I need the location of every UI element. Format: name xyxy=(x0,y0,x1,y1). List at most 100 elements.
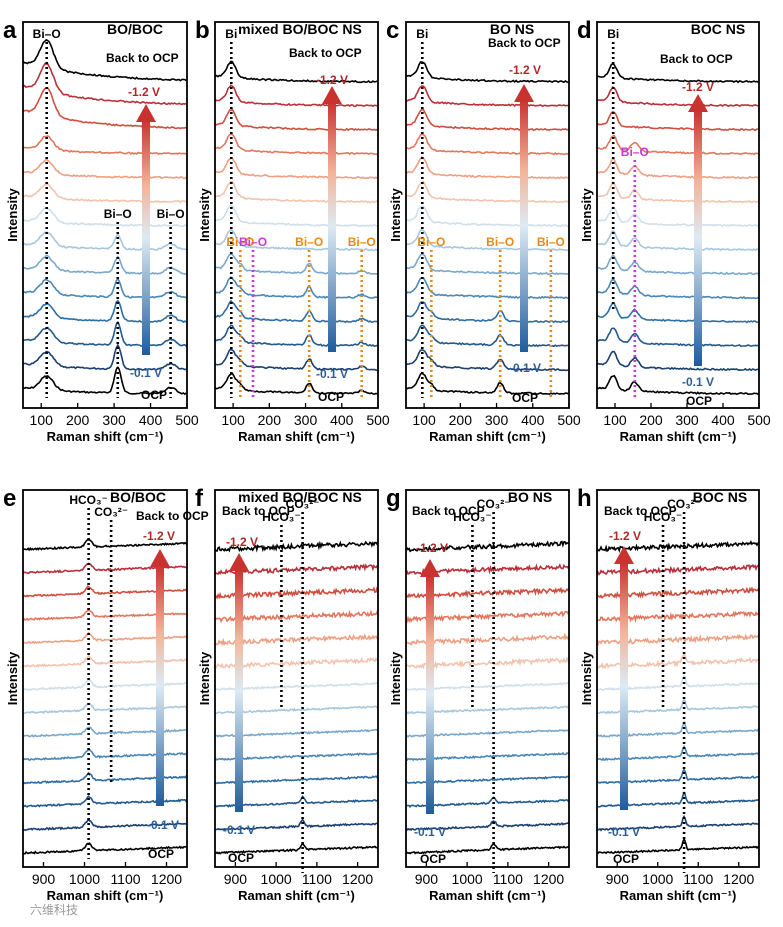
spectrum-line xyxy=(405,61,569,84)
label-ocp: OCP xyxy=(613,852,639,866)
x-tick-label: 500 xyxy=(747,412,771,428)
arrow-head xyxy=(150,549,170,567)
spectrum-line xyxy=(405,842,570,855)
x-axis-label: Raman shift (cm⁻¹) xyxy=(620,429,737,444)
peak-label: Bi–O xyxy=(226,235,254,249)
panel-d: 100 200 300 400 500 Bi Bi–O Back to OCP -1.2 V -0… xyxy=(577,17,771,444)
x-tick-label: 1100 xyxy=(302,871,332,887)
panel-letter: f xyxy=(195,485,204,512)
x-tick-label: 1000 xyxy=(261,871,292,887)
spectrum-line xyxy=(405,228,569,252)
spectrum-line xyxy=(22,299,187,324)
plot-frame xyxy=(596,489,760,868)
potential-arrow xyxy=(156,565,164,806)
x-tick-label: 400 xyxy=(139,412,163,428)
spectrum-line xyxy=(596,206,759,228)
peak-label: Bi–O xyxy=(486,235,514,249)
plot-frame xyxy=(596,21,760,409)
spectrum-line xyxy=(596,230,759,252)
label-ocp: OCP xyxy=(686,394,712,408)
y-axis-label: Intensity xyxy=(5,188,20,242)
spectrum-line xyxy=(214,372,378,396)
spectrum-line xyxy=(22,87,187,130)
y-axis-label: Intensity xyxy=(388,188,403,242)
spectrum-line xyxy=(214,108,378,132)
peak-label: Bi–O xyxy=(295,235,323,249)
label-ocp: OCP xyxy=(512,391,538,405)
spectrum-line xyxy=(596,183,759,204)
spectrum-line xyxy=(22,207,187,228)
x-tick-label: 1200 xyxy=(723,871,754,887)
potential-arrow xyxy=(694,110,702,366)
spectrum-line xyxy=(596,278,759,300)
plot-frame xyxy=(214,21,379,409)
peak-label: Bi–O xyxy=(33,27,61,41)
spectrum-line xyxy=(22,254,187,275)
spectrum-line xyxy=(405,180,569,204)
spectrum-line xyxy=(214,156,378,180)
spectrum-line xyxy=(214,324,378,348)
panel-title: BOC NS xyxy=(691,21,745,37)
panel-h: 900 1000 1100 1200 HCO₃⁻CO₃²⁻Back to OCP -1.2… xyxy=(577,485,760,903)
panel-title: BO NS xyxy=(508,489,552,505)
x-tick-label: 1100 xyxy=(493,871,523,887)
spectrum-line xyxy=(405,349,569,372)
spectrum-line xyxy=(214,228,378,252)
arrow-head xyxy=(614,546,634,564)
peak-label: CO₃²⁻ xyxy=(94,505,128,519)
spectrum-line xyxy=(405,253,569,276)
peak-label: Bi xyxy=(225,27,237,41)
spectrum-line xyxy=(22,842,187,855)
label-high-potential: -1.2 V xyxy=(416,541,448,555)
panel-f: 900 1000 1100 1200 HCO₃⁻CO₃²⁻Back to OCP -1.2… xyxy=(195,485,379,903)
spectrum-line xyxy=(405,277,569,300)
x-tick-label: 1100 xyxy=(110,871,140,887)
spectrum-line xyxy=(214,204,378,228)
peak-label: Bi–O xyxy=(537,235,565,249)
label-back-to-ocp: Back to OCP xyxy=(604,504,677,518)
x-tick-label: 500 xyxy=(557,412,581,428)
peak-label: Bi–O xyxy=(239,235,267,249)
x-axis-label: Raman shift (cm⁻¹) xyxy=(238,429,355,444)
panel-e: 900 1000 1100 1200 HCO₃⁻CO₃²⁻ Back to OCP -1.2… xyxy=(3,485,209,903)
x-tick-label: 100 xyxy=(221,412,245,428)
panel-title: BO NS xyxy=(490,21,534,37)
label-high-potential: -1.2 V xyxy=(226,535,258,549)
peak-label: Bi–O xyxy=(417,235,445,249)
plot-frame xyxy=(22,489,188,868)
y-axis-label: Intensity xyxy=(5,651,20,705)
peak-label: Bi–O xyxy=(104,207,132,221)
label-high-potential: -1.2 V xyxy=(609,529,641,543)
label-low-potential: -0.1 V xyxy=(130,366,162,380)
x-tick-label: 1100 xyxy=(683,871,713,887)
watermark: 六维科技 xyxy=(30,903,78,917)
y-axis-label: Intensity xyxy=(579,651,594,705)
plot-frame xyxy=(405,21,570,409)
panel-letter: d xyxy=(577,17,592,44)
x-tick-label: 200 xyxy=(258,412,282,428)
label-low-potential: -0.1 V xyxy=(509,361,541,375)
panel-title: mixed BO/BOC NS xyxy=(238,489,362,505)
spectrum-line xyxy=(22,343,187,372)
spectrum-line xyxy=(22,277,187,299)
x-tick-label: 200 xyxy=(449,412,473,428)
spectrum-line xyxy=(596,374,759,396)
x-tick-label: 1200 xyxy=(151,871,182,887)
x-tick-label: 100 xyxy=(30,412,54,428)
potential-arrow xyxy=(142,120,150,355)
x-tick-label: 400 xyxy=(711,412,735,428)
spectrum-line xyxy=(214,818,379,831)
x-tick-label: 400 xyxy=(521,412,545,428)
x-tick-label: 100 xyxy=(603,412,627,428)
spectrum-line xyxy=(22,158,187,180)
x-axis-label: Raman shift (cm⁻¹) xyxy=(47,888,164,903)
label-high-potential: -1.2 V xyxy=(143,529,175,543)
panel-letter: g xyxy=(386,485,401,512)
spectrum-line xyxy=(405,540,570,553)
peak-label: HCO₃⁻ xyxy=(453,510,492,524)
y-axis-label: Intensity xyxy=(579,188,594,242)
panel-c: 100 200 300 400 500 Bi Bi–O Bi–O Bi–O Back to OCP… xyxy=(386,17,581,444)
spectrum-line xyxy=(405,371,569,396)
spectrum-line xyxy=(22,818,188,831)
potential-arrow xyxy=(235,569,243,812)
